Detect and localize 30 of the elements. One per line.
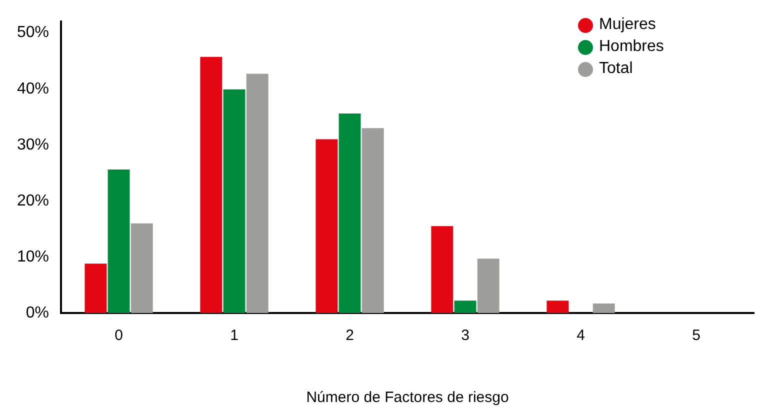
bar [200,56,222,313]
x-tick-label: 0 [114,327,123,344]
bar [592,303,615,313]
legend-label: Total [599,59,633,79]
legend-label: Hombres [599,37,664,57]
y-tick-label: 20% [16,192,50,210]
y-tick-label: 10% [16,248,50,266]
bar [130,223,153,313]
bar [454,300,476,313]
x-tick-label: 3 [461,327,470,344]
bar [362,128,384,313]
x-axis-title: Número de Factores de riesgo [306,389,509,406]
y-tick-label: 40% [16,80,50,98]
bar [246,74,268,313]
x-tick-label: 1 [230,327,238,344]
x-tick-label: 2 [346,327,354,344]
x-tick-label: 5 [692,327,700,344]
x-tick-label: 4 [576,327,585,344]
bar [316,139,338,313]
y-tick-label: 0% [26,304,50,322]
bar [223,89,246,313]
y-tick-label: 30% [16,136,50,154]
bar [431,226,454,313]
bar [108,170,130,313]
bar [338,114,361,313]
bar [477,258,500,313]
bar [546,300,569,313]
y-tick-label: 50% [16,24,50,42]
bar [84,264,107,313]
legend-label: Mujeres [599,15,656,35]
